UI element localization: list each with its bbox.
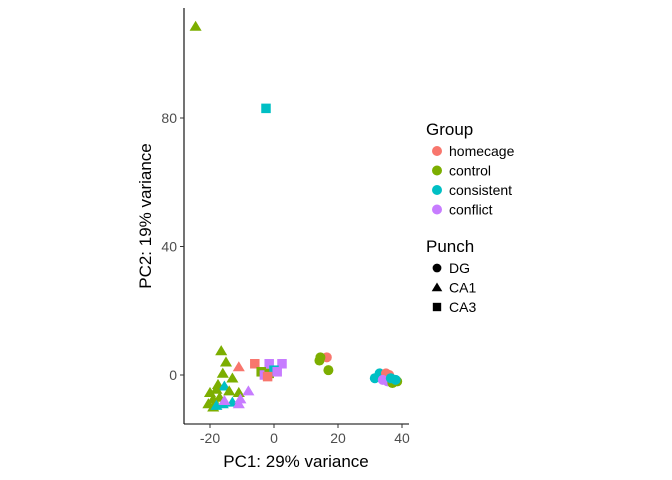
legend-label-ca1: CA1 — [449, 280, 476, 296]
legend-key-control — [432, 165, 442, 176]
data-point-control-ca1 — [215, 345, 228, 356]
data-point-consistent-ca3 — [261, 103, 271, 114]
y-tick-label: 0 — [169, 367, 177, 383]
legend-title-punch: Punch — [426, 237, 474, 256]
data-point-control-ca1 — [232, 386, 245, 397]
data-point-control-dg — [314, 355, 325, 366]
x-tick-label: -20 — [200, 430, 220, 446]
legend-label-control: control — [449, 163, 491, 179]
legend: Group homecage control consistent conflict Pu… — [426, 120, 515, 315]
y-axis-title: PC2: 19% variance — [136, 143, 155, 289]
data-point-conflict-ca3 — [264, 359, 274, 369]
legend-key-conflict — [432, 204, 442, 215]
data-point-conflict-ca3 — [272, 367, 282, 377]
y-tick-label: 80 — [161, 110, 177, 126]
data-point-consistent-dg — [390, 374, 401, 385]
x-tick-label: 0 — [270, 430, 278, 446]
data-point-consistent-ca1 — [218, 380, 231, 391]
y-ticks: 0 40 80 — [161, 110, 184, 383]
data-point-homecage-ca3 — [262, 371, 273, 382]
points-layer — [189, 20, 403, 412]
legend-key-homecage — [432, 146, 442, 156]
y-tick-label: 40 — [161, 239, 177, 255]
data-point-control-dg — [323, 365, 334, 376]
data-point-control-ca1 — [219, 356, 233, 367]
data-point-control-ca1 — [210, 383, 223, 394]
x-axis-title: PC1: 29% variance — [223, 452, 369, 471]
legend-title-group: Group — [426, 120, 473, 139]
data-point-homecage-ca1 — [232, 361, 245, 372]
legend-key-dg — [432, 263, 442, 273]
data-point-control-ca1 — [216, 367, 229, 378]
data-point-conflict-ca1 — [232, 398, 245, 409]
data-point-homecage-ca3 — [250, 359, 260, 369]
legend-label-consistent: consistent — [449, 182, 512, 198]
x-tick-label: 20 — [330, 430, 346, 446]
data-point-conflict-ca3 — [277, 359, 287, 369]
x-tick-label: 40 — [394, 430, 410, 446]
data-point-conflict-ca1 — [242, 385, 255, 396]
x-ticks: -20 0 20 40 — [200, 424, 410, 446]
legend-label-dg: DG — [449, 260, 470, 276]
legend-label-conflict: conflict — [449, 202, 493, 218]
legend-key-ca3 — [432, 302, 442, 312]
legend-label-ca3: CA3 — [449, 299, 476, 315]
data-point-control-ca1 — [189, 20, 202, 31]
legend-label-homecage: homecage — [449, 143, 515, 159]
legend-key-ca1 — [431, 282, 443, 292]
legend-key-consistent — [432, 185, 442, 195]
data-point-control-ca1 — [223, 385, 236, 396]
data-point-conflict-ca1 — [218, 394, 231, 406]
data-point-control-ca1 — [226, 372, 239, 383]
